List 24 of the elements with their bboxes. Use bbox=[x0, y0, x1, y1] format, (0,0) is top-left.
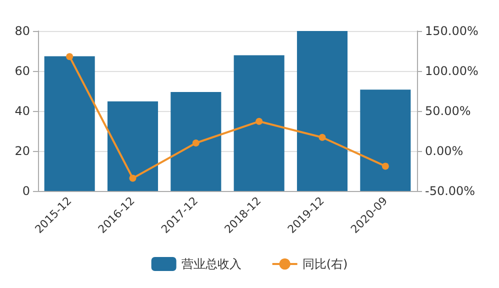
y2-tick-label: -50.00% bbox=[425, 184, 476, 198]
legend-label: 同比(右) bbox=[302, 257, 348, 271]
point bbox=[382, 162, 389, 170]
y2-tick-label: 150.00% bbox=[425, 24, 478, 38]
y-tick-label: 60 bbox=[14, 64, 30, 78]
y2-tick-label: 0.00% bbox=[425, 144, 464, 158]
bar bbox=[360, 90, 411, 191]
bar bbox=[170, 92, 222, 191]
point bbox=[318, 134, 326, 141]
bar bbox=[44, 56, 95, 191]
point bbox=[66, 53, 74, 60]
legend-label: 营业总收入 bbox=[181, 257, 242, 271]
y-tick-label: 0 bbox=[22, 184, 30, 198]
y2-tick-label: 50.00% bbox=[425, 104, 471, 118]
point bbox=[256, 118, 263, 125]
bar bbox=[296, 31, 348, 191]
bar bbox=[107, 101, 158, 191]
point bbox=[129, 174, 136, 182]
y2-tick-label: 100.00% bbox=[425, 64, 478, 78]
y-tick-label: 20 bbox=[14, 144, 30, 158]
bar bbox=[234, 55, 284, 191]
y-tick-label: 40 bbox=[14, 104, 30, 118]
point bbox=[192, 140, 200, 146]
y-tick-label: 80 bbox=[14, 24, 30, 38]
